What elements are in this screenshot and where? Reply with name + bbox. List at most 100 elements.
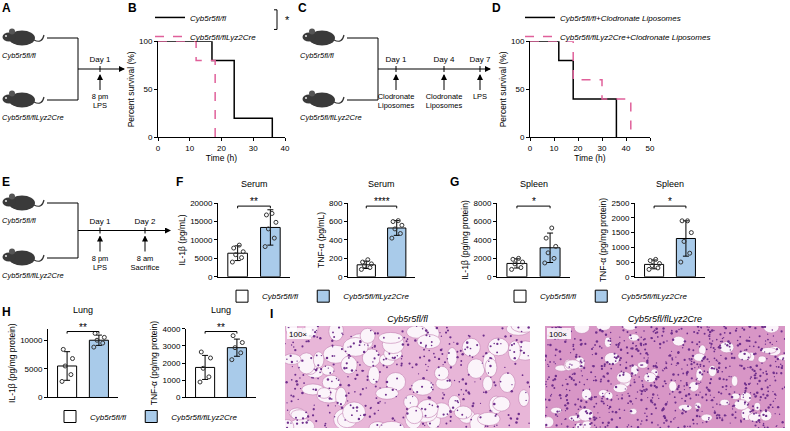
svg-text:50: 50	[515, 85, 524, 94]
svg-text:1000: 1000	[612, 243, 630, 252]
svg-text:IL-1β (pg/mL): IL-1β (pg/mL)	[177, 214, 187, 265]
svg-text:0: 0	[38, 393, 43, 402]
svg-text:Time (h): Time (h)	[574, 153, 605, 163]
svg-text:*: *	[532, 196, 536, 207]
svg-text:Cyb5r5fl/fl: Cyb5r5fl/fl	[2, 216, 36, 225]
svg-text:Cyb5r5fl/fl: Cyb5r5fl/fl	[2, 51, 36, 60]
svg-text:TNF-α (pg/mL): TNF-α (pg/mL)	[316, 212, 326, 268]
svg-text:3000: 3000	[163, 342, 181, 351]
svg-text:Cyb5r5fl/fl: Cyb5r5fl/fl	[387, 314, 429, 324]
svg-text:Cyb5r5fl/fl: Cyb5r5fl/fl	[300, 51, 334, 60]
svg-text:LPS: LPS	[473, 92, 487, 101]
svg-text:0: 0	[625, 273, 630, 282]
svg-text:Day 1: Day 1	[386, 55, 407, 64]
svg-text:0: 0	[338, 273, 343, 282]
svg-text:Cyb5r5fl/flLyz2Cre: Cyb5r5fl/flLyz2Cre	[171, 413, 237, 422]
svg-text:Liposomes: Liposomes	[426, 101, 463, 110]
svg-text:IL-1β (pg/mg protein): IL-1β (pg/mg protein)	[7, 323, 17, 403]
svg-text:500: 500	[616, 258, 630, 267]
svg-text:20: 20	[574, 144, 583, 153]
svg-text:Cyb5r5fl/fl: Cyb5r5fl/fl	[190, 14, 226, 23]
svg-text:TNF-α (pg/mg protein): TNF-α (pg/mg protein)	[149, 321, 159, 405]
svg-text:0: 0	[520, 133, 525, 142]
svg-text:8 pm: 8 pm	[92, 254, 109, 263]
svg-text:Cyb5r5fl/fl+Clodronate Liposom: Cyb5r5fl/fl+Clodronate Liposomes	[560, 14, 681, 23]
svg-text:Lung: Lung	[73, 305, 93, 315]
svg-text:Day 2: Day 2	[135, 217, 156, 226]
svg-text:0: 0	[156, 144, 161, 153]
svg-text:100: 100	[139, 37, 153, 46]
svg-text:6000: 6000	[474, 217, 492, 226]
svg-text:H: H	[2, 305, 11, 319]
svg-text:10000: 10000	[20, 336, 43, 345]
svg-text:0: 0	[176, 393, 181, 402]
svg-text:100×: 100×	[289, 330, 307, 339]
svg-text:Clodronate: Clodronate	[378, 92, 415, 101]
svg-text:5000: 5000	[195, 254, 213, 263]
svg-text:8 am: 8 am	[137, 254, 154, 263]
svg-text:50: 50	[646, 144, 655, 153]
svg-text:**: **	[217, 322, 225, 333]
svg-text:I: I	[270, 307, 273, 321]
svg-text:****: ****	[374, 196, 390, 207]
svg-text:30: 30	[598, 144, 607, 153]
svg-text:8 pm: 8 pm	[92, 92, 109, 101]
svg-text:Lung: Lung	[211, 305, 231, 315]
svg-text:2500: 2500	[612, 199, 630, 208]
svg-text:TNF-α (pg/mg protein): TNF-α (pg/mg protein)	[598, 198, 608, 282]
svg-text:8000: 8000	[474, 199, 492, 208]
svg-text:A: A	[2, 1, 11, 15]
svg-text:Cyb5r5fl/flLyz2Cre+Clodronate: Cyb5r5fl/flLyz2Cre+Clodronate Liposomes	[560, 33, 710, 42]
svg-text:D: D	[492, 1, 501, 15]
svg-text:Spleen: Spleen	[520, 179, 548, 189]
svg-text:*: *	[285, 14, 290, 26]
svg-text:Cyb5r5fl/fl: Cyb5r5fl/fl	[540, 292, 576, 301]
svg-text:IL-1β (pg/mg protein): IL-1β (pg/mg protein)	[460, 200, 470, 280]
svg-text:C: C	[298, 1, 307, 15]
svg-text:*: *	[668, 196, 672, 207]
svg-text:800: 800	[329, 199, 343, 208]
svg-text:E: E	[2, 175, 10, 189]
svg-text:Percent survival (%): Percent survival (%)	[126, 51, 136, 127]
svg-text:Clodronate: Clodronate	[426, 92, 463, 101]
svg-text:0: 0	[528, 144, 533, 153]
svg-text:30: 30	[249, 144, 258, 153]
svg-text:Spleen: Spleen	[656, 179, 684, 189]
svg-text:2000: 2000	[163, 359, 181, 368]
svg-text:Day 4: Day 4	[434, 55, 455, 64]
svg-text:20000: 20000	[190, 199, 213, 208]
svg-text:G: G	[450, 175, 459, 189]
svg-text:Time (h): Time (h)	[206, 153, 237, 163]
svg-text:10000: 10000	[190, 236, 213, 245]
svg-text:Percent survival (%): Percent survival (%)	[498, 51, 508, 127]
svg-text:200: 200	[329, 254, 343, 263]
svg-text:0: 0	[148, 133, 153, 142]
svg-text:40: 40	[622, 144, 631, 153]
svg-text:Day 7: Day 7	[470, 55, 491, 64]
svg-text:Day 1: Day 1	[90, 55, 111, 64]
svg-text:F: F	[176, 175, 183, 189]
svg-text:Cyb5r5fl/fl: Cyb5r5fl/fl	[90, 413, 126, 422]
svg-text:Cyb5r5fl/flLyz2Cre: Cyb5r5fl/flLyz2Cre	[621, 292, 687, 301]
svg-text:5000: 5000	[25, 365, 43, 374]
svg-text:LPS: LPS	[93, 101, 107, 110]
svg-text:Cyb5r5fl/flLyz2Cre: Cyb5r5fl/flLyz2Cre	[190, 33, 256, 42]
svg-text:**: **	[79, 322, 87, 333]
svg-text:15000: 15000	[190, 217, 213, 226]
svg-text:Cyb5r5fl/flLyz2Cre: Cyb5r5fl/flLyz2Cre	[343, 292, 409, 301]
svg-text:Cyb5r5fl/fl: Cyb5r5fl/fl	[262, 292, 298, 301]
svg-text:Serum: Serum	[368, 179, 395, 189]
svg-text:100×: 100×	[549, 330, 567, 339]
svg-text:LPS: LPS	[93, 263, 107, 272]
svg-text:4000: 4000	[474, 236, 492, 245]
svg-text:20: 20	[217, 144, 226, 153]
svg-text:Day 1: Day 1	[90, 217, 111, 226]
svg-text:1500: 1500	[612, 228, 630, 237]
svg-text:100: 100	[511, 37, 525, 46]
svg-text:50: 50	[143, 85, 152, 94]
svg-text:B: B	[128, 1, 137, 15]
svg-text:0: 0	[487, 273, 492, 282]
svg-text:2000: 2000	[474, 254, 492, 263]
svg-text:600: 600	[329, 217, 343, 226]
svg-text:Cyb5r5fl/flLyz2Cre: Cyb5r5fl/flLyz2Cre	[300, 113, 362, 122]
